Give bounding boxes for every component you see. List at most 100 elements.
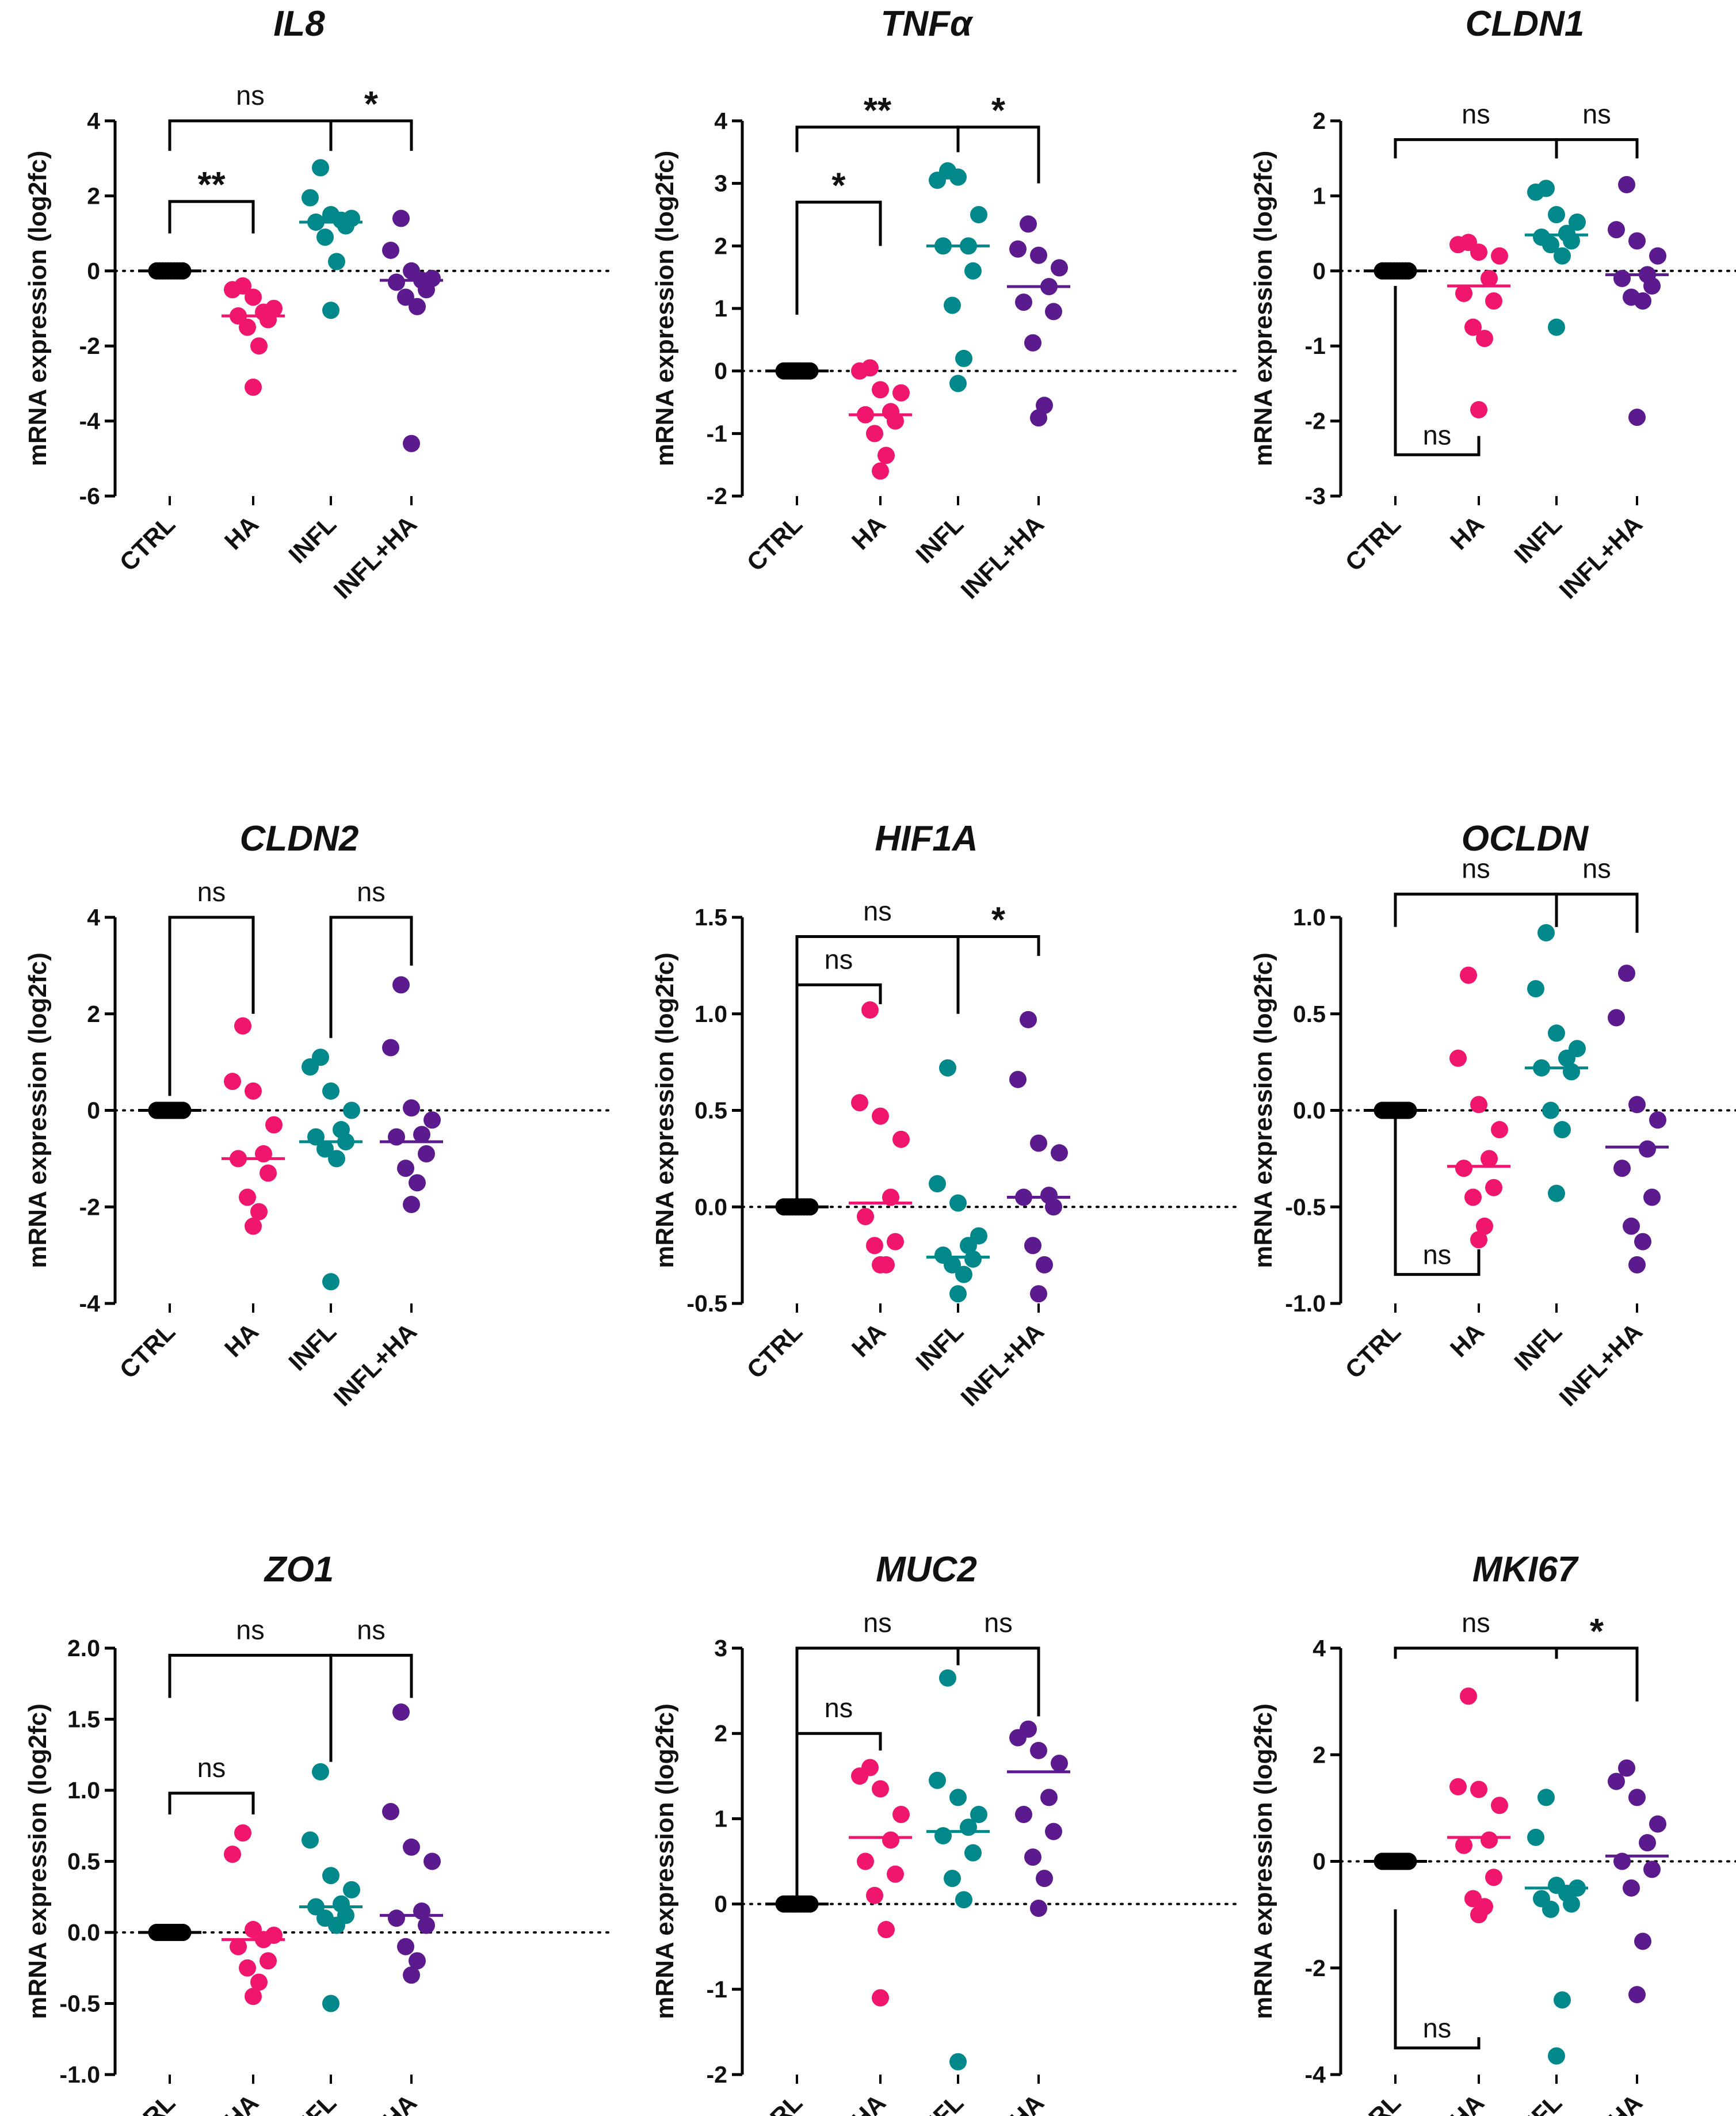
bracket-line	[1394, 1909, 1481, 2050]
x-category-label-infl: INFL	[1509, 510, 1568, 569]
data-point	[392, 209, 410, 227]
y-tick-label: 4	[87, 904, 100, 931]
series-infl	[926, 162, 990, 392]
x-category-label-infl-plus-ha: INFL+HA	[1554, 1318, 1648, 1412]
y-tick-label: 2	[714, 232, 727, 259]
data-point	[413, 1126, 430, 1143]
data-point	[1485, 1869, 1502, 1886]
data-point	[1643, 277, 1661, 295]
data-point	[1470, 243, 1487, 261]
data-point	[1051, 259, 1068, 277]
data-point	[1024, 1237, 1041, 1255]
data-point	[970, 1805, 987, 1823]
x-category-label-infl-plus-ha: INFL+HA	[329, 1318, 422, 1412]
data-point	[328, 253, 345, 270]
x-category-label-infl: INFL	[911, 510, 970, 569]
y-tick-label: 2	[87, 182, 100, 209]
data-point	[1470, 1231, 1487, 1249]
data-point	[1491, 247, 1508, 265]
data-point	[1639, 1140, 1656, 1158]
bracket-line	[168, 916, 255, 1096]
data-point	[960, 1237, 977, 1255]
data-point	[1030, 246, 1047, 264]
x-category-label-infl: INFL	[284, 1318, 342, 1377]
data-point	[230, 1938, 247, 1955]
data-point	[392, 1703, 410, 1721]
significance-label: ns	[1462, 99, 1490, 129]
data-point	[250, 1203, 268, 1221]
data-point	[409, 298, 426, 315]
x-category-label-ctrl: CTRL	[742, 510, 808, 577]
data-point	[1548, 318, 1565, 336]
significance-label: ns	[197, 1752, 226, 1783]
data-point	[418, 1916, 435, 1934]
y-tick-label: -2	[79, 1194, 100, 1220]
bracket-line	[1394, 1110, 1481, 1276]
bracket-line	[329, 119, 413, 151]
y-tick-label: -1	[1305, 333, 1326, 359]
data-point	[1036, 1256, 1053, 1274]
chart-cldn2: CLDN2 mRNA expression (log2fc) 4 2 0 -2 -4 CTRL…	[24, 819, 611, 1412]
y-tick-label: -6	[79, 483, 100, 509]
series-infl	[926, 1669, 990, 2071]
x-category-label-ha: HA	[219, 2089, 264, 2116]
x-category-label-infl: INFL	[284, 510, 342, 569]
data-point	[866, 1886, 883, 1904]
data-point	[1634, 1932, 1651, 1950]
data-point	[1460, 966, 1477, 984]
series-infl	[1525, 1789, 1588, 2065]
series-ctrl	[1364, 1852, 1427, 1870]
y-tick-label: 1.0	[1293, 904, 1326, 931]
data-point	[312, 1763, 329, 1781]
y-axis-label: mRNA expression (log2fc)	[24, 1703, 52, 2019]
bracket-line	[956, 935, 1040, 1014]
x-category-label-infl: INFL	[911, 1318, 970, 1377]
series-infl-plus-ha	[380, 209, 443, 452]
data-point	[882, 1831, 899, 1849]
data-point	[1481, 1150, 1498, 1168]
y-tick-label: 0	[87, 258, 100, 284]
significance-label: ns	[357, 876, 386, 907]
data-point	[1628, 232, 1646, 250]
y-tick-label: 4	[714, 108, 727, 134]
data-point	[302, 1058, 319, 1076]
data-point	[1051, 1144, 1068, 1162]
data-point	[1015, 1805, 1032, 1823]
x-category-label-infl-plus-ha: INFL+HA	[329, 2089, 422, 2116]
x-category-label-ctrl: CTRL	[115, 1318, 181, 1384]
chart-tnf: TNFα mRNA expression (log2fc) 4 3 2 1 0 -1 -2 CTR…	[651, 4, 1238, 604]
data-point	[1643, 1860, 1661, 1878]
bracket-line	[168, 119, 333, 151]
data-point	[877, 447, 895, 464]
data-point	[1569, 213, 1586, 231]
y-tick-label: 4	[1313, 1635, 1326, 1661]
data-point	[1045, 303, 1062, 321]
data-point	[1558, 1049, 1575, 1067]
significance-bracket: **	[795, 91, 960, 152]
significance-bracket: ns	[1394, 1909, 1481, 2050]
data-point	[944, 1256, 961, 1274]
bracket-line	[956, 1646, 1040, 1717]
y-tick-label: 3	[714, 170, 727, 197]
y-tick-label: -0.5	[59, 1991, 100, 2017]
bracket-line	[1555, 893, 1639, 933]
x-category-label-ctrl: CTRL	[1340, 1318, 1406, 1384]
data-point	[250, 1973, 268, 1991]
data-point	[1491, 1121, 1508, 1139]
series-ha	[1447, 1687, 1510, 1924]
data-point	[1051, 1755, 1068, 1772]
data-point	[851, 1767, 868, 1785]
data-point	[872, 381, 889, 399]
data-point	[418, 1145, 435, 1162]
y-tick-label: 0	[714, 1891, 727, 1917]
y-tick-label: 2	[714, 1720, 727, 1747]
y-tick-label: 0	[87, 1097, 100, 1124]
series-infl	[299, 159, 363, 319]
data-point	[1045, 1198, 1062, 1216]
data-point	[1563, 232, 1580, 250]
data-point	[934, 1827, 952, 1845]
data-point	[1476, 1217, 1493, 1235]
significance-bracket: ns	[1394, 285, 1481, 456]
x-category-label-infl: INFL	[911, 2089, 970, 2116]
